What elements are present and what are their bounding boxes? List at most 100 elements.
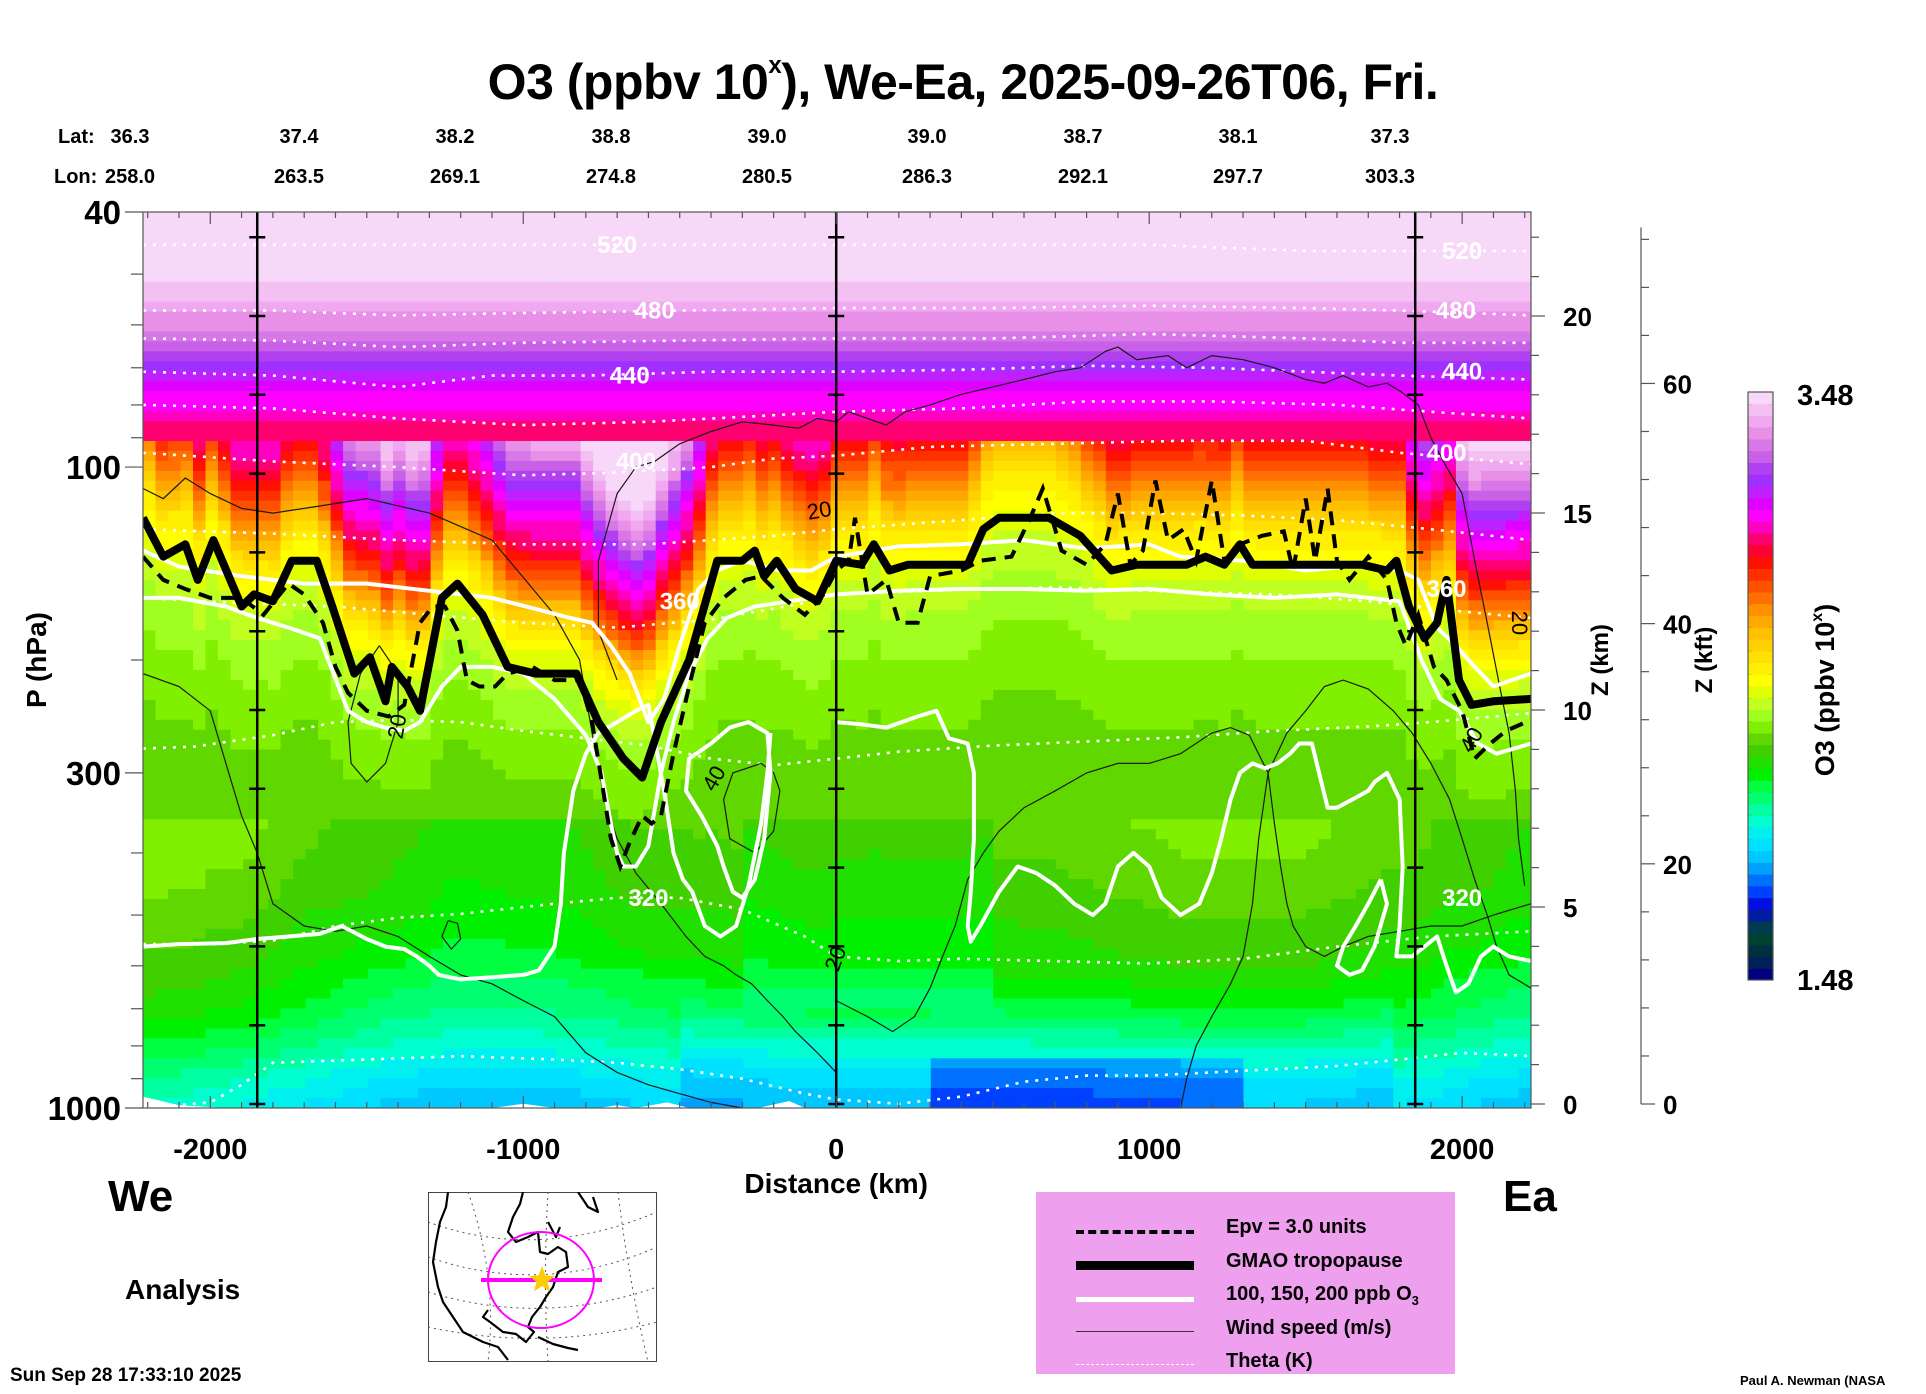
ozone-cell [755,699,769,711]
ozone-cell [330,1018,344,1029]
ozone-cell [180,401,194,412]
ozone-cell [205,311,219,323]
ozone-cell [205,620,219,631]
ozone-cell [780,620,794,631]
ozone-cell [230,759,244,771]
ozone-cell [193,470,207,482]
ozone-cell [418,1048,432,1059]
ozone-cell [268,869,282,880]
ozone-cell [330,809,344,820]
ozone-cell [443,1068,457,1079]
ozone-cell [230,998,244,1010]
ozone-cell [818,1008,832,1019]
ozone-cell [618,789,632,800]
ozone-cell [268,301,282,313]
ozone-cell [393,221,407,233]
ozone-cell [543,769,557,781]
ozone-cell [668,1098,682,1108]
ozone-cell [568,869,582,880]
ozone-cell [530,839,544,850]
ozone-cell [618,411,632,422]
ozone-cell [305,640,319,651]
ozone-cell [780,1028,794,1039]
ozone-cell [355,1068,369,1079]
ozone-cell [180,311,194,323]
ozone-cell [230,530,244,542]
ozone-cell [618,391,632,402]
ozone-cell [668,212,682,223]
ozone-cell [205,918,219,930]
ozone-cell [630,699,644,711]
ozone-cell [668,799,682,810]
ozone-cell [380,968,394,980]
ozone-cell [355,948,369,960]
ozone-cell [518,859,532,870]
ozone-cell [643,809,657,820]
ozone-cell [305,968,319,980]
ozone-cell [705,411,719,422]
ozone-cell [743,361,757,372]
ozone-cell [755,231,769,243]
ozone-cell [393,650,407,661]
ozone-cell [318,261,332,273]
ozone-cell [668,431,682,442]
ozone-cell [568,590,582,601]
ozone-cell [230,888,244,900]
ozone-cell [805,281,819,293]
ozone-cell [555,908,569,920]
ozone-cell [580,391,594,402]
ozone-cell [255,460,269,472]
ozone-cell [693,779,707,791]
ozone-cell [718,281,732,293]
ozone-cell [530,580,544,591]
ozone-cell [605,948,619,960]
ozone-cell [380,1068,394,1079]
ozone-cell [655,351,669,362]
ozone-cell [780,908,794,920]
ozone-cell [230,839,244,850]
ozone-cell [455,898,469,910]
ozone-cell [493,291,507,303]
ozone-cell [780,241,794,253]
ozone-cell [280,381,294,392]
ozone-cell [393,480,407,492]
ozone-cell [180,271,194,283]
ozone-cell [330,819,344,830]
ozone-cell [243,620,257,631]
ozone-cell [280,879,294,890]
ozone-cell [193,540,207,552]
ozone-cell [255,241,269,253]
ozone-cell [568,769,582,781]
ozone-cell [268,819,282,830]
ozone-cell [668,829,682,840]
ozone-cell [718,1098,732,1108]
ozone-cell [768,341,782,352]
ozone-cell [293,480,307,492]
ozone-cell [330,988,344,1000]
ozone-cell [343,779,357,791]
ozone-cell [580,520,594,532]
ozone-cell [368,610,382,621]
ozone-cell [143,241,157,253]
ozone-cell [143,679,157,691]
ozone-cell [180,251,194,263]
ozone-cell [543,978,557,990]
ozone-cell [380,271,394,283]
ozone-cell [805,719,819,731]
ozone-cell [743,600,757,611]
ozone-cell [743,301,757,313]
ozone-cell [193,819,207,830]
ozone-cell [768,988,782,1000]
ozone-cell [768,311,782,323]
ozone-cell [780,879,794,890]
ozone-cell [205,1038,219,1049]
ozone-cell [680,1008,694,1019]
ozone-cell [818,699,832,711]
ozone-cell [730,381,744,392]
ozone-cell [530,550,544,562]
ozone-cell [780,500,794,512]
ozone-cell [368,908,382,920]
ozone-cell [705,749,719,761]
ozone-cell [780,1008,794,1019]
ozone-cell [380,301,394,313]
